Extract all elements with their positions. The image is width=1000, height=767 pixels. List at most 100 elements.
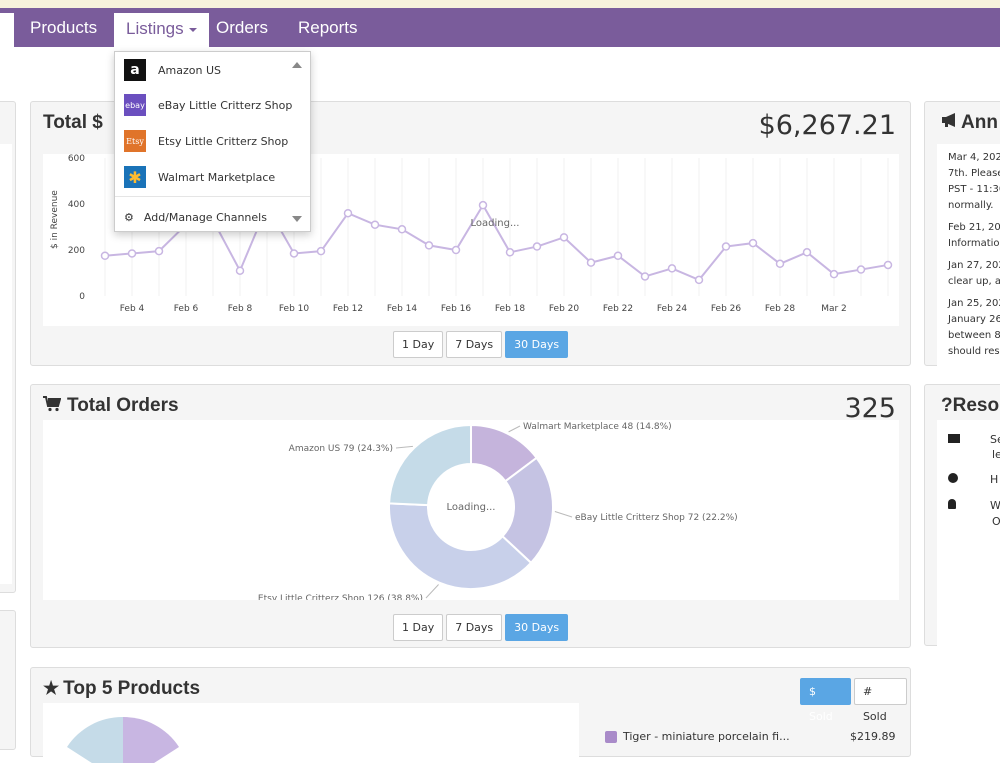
orders-7-days-button[interactable]: 7 Days (446, 614, 503, 641)
add-manage-channels[interactable]: ⚙ Add/Manage Channels (124, 205, 267, 229)
revenue-point (829, 269, 839, 279)
video-icon (948, 434, 960, 443)
channel-ebay[interactable]: ebay eBay Little Critterz Shop (124, 93, 292, 117)
nav-reports[interactable]: Reports (298, 18, 358, 37)
revenue-point (559, 233, 569, 242)
x-tick-label: Feb 4 (120, 304, 145, 314)
x-tick-label: Feb 24 (657, 304, 688, 314)
orders-range-buttons: 1 Day 7 Days 30 Days (393, 614, 571, 641)
announcement-line: clear up, ar (948, 276, 1000, 287)
revenue-point (694, 275, 704, 285)
revenue-30-days-button[interactable]: 30 Days (505, 331, 569, 358)
announcements-panel: Ann Mar 4, 202 7th. Please PST - 11:30 norm… (924, 101, 1000, 366)
orders-30-days-button[interactable]: 30 Days (505, 614, 569, 641)
donut-slice-label: Walmart Marketplace 48 (14.8%) (523, 422, 672, 432)
top-products-pie-area (43, 703, 579, 767)
cart-icon (43, 396, 62, 412)
resource-row-video-cont: le (992, 448, 1000, 461)
nav-products[interactable]: Products (30, 18, 98, 37)
donut-leader-line (425, 584, 439, 599)
top-strip (0, 0, 1000, 8)
donut-slice (501, 456, 554, 565)
x-tick-label: Mar 2 (821, 304, 847, 314)
donut-leader-line (395, 445, 413, 449)
revenue-point (721, 242, 731, 251)
revenue-point (748, 238, 758, 248)
revenue-point (883, 260, 893, 270)
etsy-logo-icon: Etsy (124, 130, 146, 152)
nav-listings[interactable]: Listings (114, 13, 209, 47)
revenue-point (451, 245, 461, 255)
revenue-point (667, 264, 677, 273)
revenue-point (154, 246, 164, 256)
orders-chart-area: Walmart Marketplace 48 (14.8%) eBay Littl… (43, 420, 899, 604)
x-tick-label: Feb 26 (711, 304, 742, 314)
resources-panel: ?Reso Se le H W O (924, 384, 1000, 646)
revenue-point (127, 249, 137, 258)
announcement-line: should resu (948, 346, 1000, 357)
x-tick-label: Feb 22 (603, 304, 633, 314)
revenue-point (856, 265, 866, 274)
orders-1-day-button[interactable]: 1 Day (393, 614, 444, 641)
announcement-line: normally. (948, 200, 994, 211)
nav-orders[interactable]: Orders (216, 18, 268, 37)
revenue-point (397, 225, 407, 234)
channel-etsy[interactable]: Etsy Etsy Little Critterz Shop (124, 129, 288, 153)
sort-dollars-sold-button[interactable]: $ Sold (800, 678, 851, 723)
channel-amazon-label: Amazon US (158, 63, 221, 77)
announcement-line: Jan 25, 202 (948, 298, 1000, 309)
orders-title-wrap: Total Orders (43, 395, 179, 417)
revenue-1-day-button[interactable]: 1 Day (393, 331, 444, 358)
product-value: $219.89 (850, 730, 896, 743)
orders-loading-text: Loading... (447, 502, 496, 513)
amazon-logo-icon: a (124, 59, 146, 81)
add-manage-label: Add/Manage Channels (143, 210, 267, 224)
revenue-point (100, 251, 110, 260)
left-panel-lower (0, 610, 16, 750)
revenue-line-chart: 0 200 400 600 $ in Revenue Feb 4 Feb 6 Feb 8 Feb… (50, 154, 893, 314)
dropdown-divider (115, 196, 310, 197)
revenue-point (802, 248, 812, 257)
resource-row-help[interactable]: H (948, 473, 998, 486)
x-tick-label: Feb 20 (549, 304, 580, 314)
sort-count-sold-button[interactable]: # Sold (853, 678, 907, 723)
resource-video-text: Se (990, 433, 1000, 446)
donut-slice-label: eBay Little Critterz Shop 72 (22.2%) (575, 513, 738, 523)
orders-title: Total Orders (67, 395, 179, 416)
announcement-line: PST - 11:30 (948, 184, 1000, 195)
product-name[interactable]: Tiger - miniature porcelain fi... (623, 730, 790, 743)
y-tick-label: 200 (68, 246, 85, 256)
channel-ebay-label: eBay Little Critterz Shop (158, 98, 293, 112)
revenue-point (640, 272, 650, 281)
listings-dropdown: a Amazon US ebay eBay Little Critterz Sh… (114, 51, 311, 232)
revenue-point (613, 251, 623, 260)
channel-walmart[interactable]: ✱ Walmart Marketplace (124, 165, 275, 189)
revenue-7-days-button[interactable]: 7 Days (446, 331, 503, 358)
announcement-line: Information (948, 238, 1000, 249)
donut-slice (388, 502, 533, 590)
channel-amazon-us[interactable]: a Amazon US (124, 58, 221, 82)
orders-panel: Total Orders 325 Walmart Marketplace 48 … (30, 384, 911, 648)
y-tick-label: 600 (68, 154, 85, 164)
y-tick-label: 400 (68, 200, 85, 210)
announcement-line: Jan 27, 202 (948, 260, 1000, 271)
x-tick-label: Feb 6 (174, 304, 199, 314)
revenue-point (532, 242, 542, 251)
resource-user-text: W (990, 499, 1000, 512)
revenue-point (586, 258, 596, 267)
resource-row-video[interactable]: Se (948, 433, 1000, 446)
announcement-line: 7th. Please (948, 168, 1000, 179)
revenue-point (505, 248, 515, 257)
revenue-point (316, 246, 326, 256)
scroll-up-icon[interactable] (292, 62, 302, 68)
x-tick-label: Feb 8 (228, 304, 253, 314)
scroll-down-icon[interactable] (292, 216, 302, 222)
revenue-point (289, 249, 299, 258)
top-products-sort-buttons: $ Sold # Sold (800, 678, 910, 723)
ebay-logo-icon: ebay (124, 94, 146, 116)
nav-left-tab[interactable] (0, 13, 14, 47)
orders-donut-chart: Walmart Marketplace 48 (14.8%) eBay Littl… (258, 422, 738, 604)
top-products-title-wrap: ★ Top 5 Products (43, 678, 200, 700)
resource-row-user[interactable]: W (948, 499, 1000, 512)
donut-slice (388, 423, 472, 507)
